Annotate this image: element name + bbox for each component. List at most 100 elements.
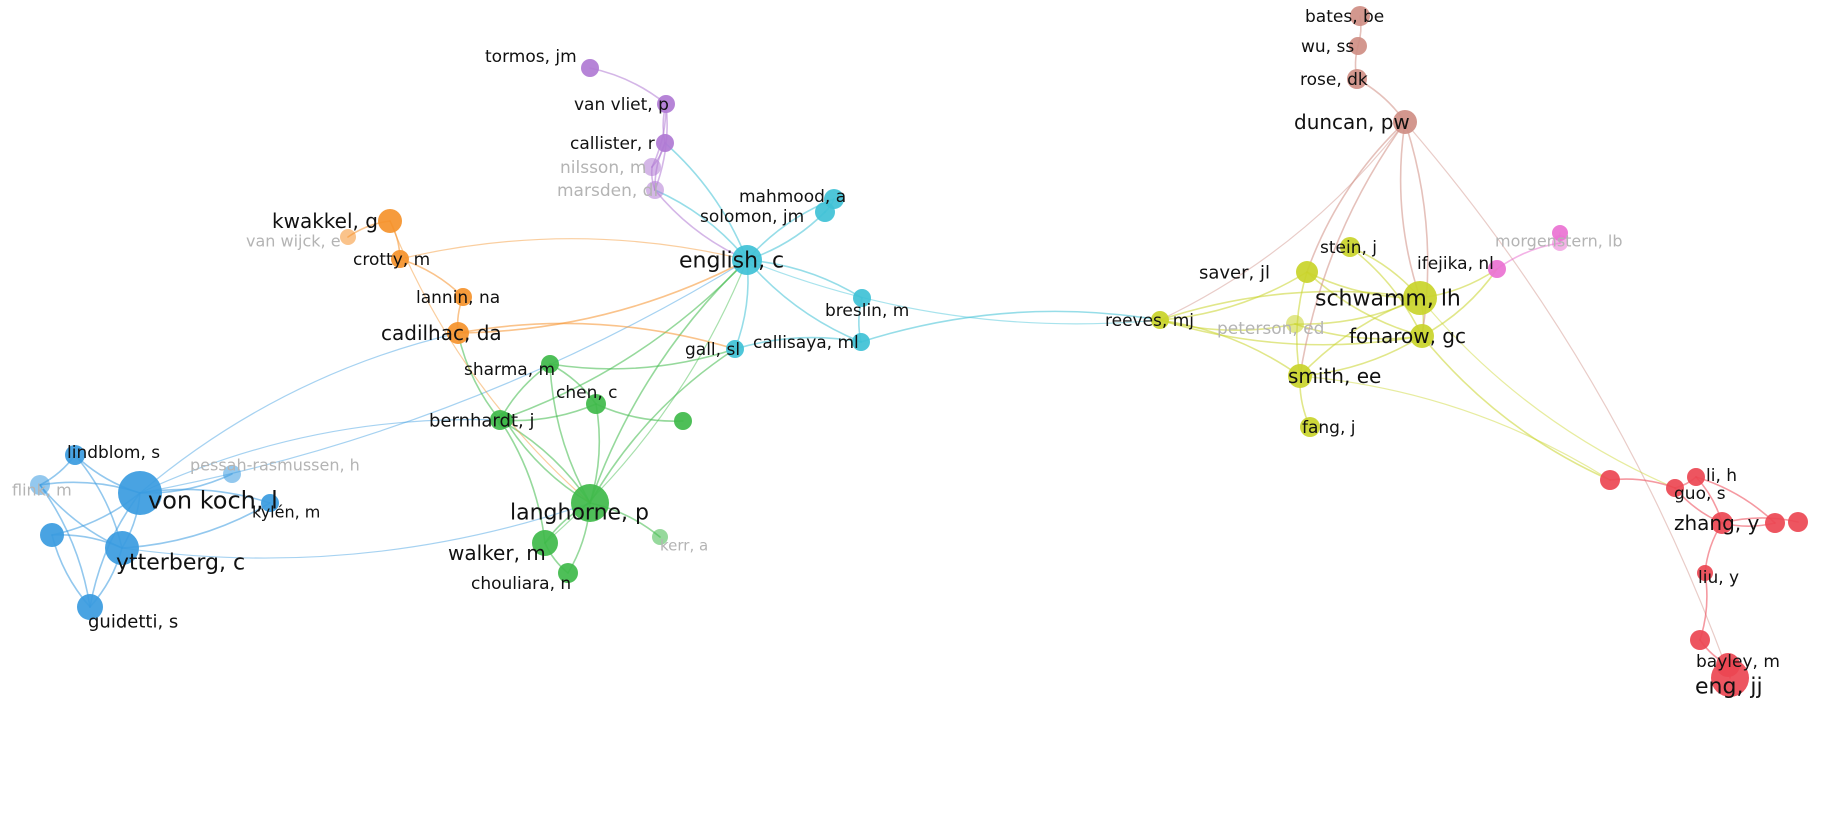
node-label-smith: smith, ee <box>1288 364 1381 388</box>
node-label-vanwijck: van wijck, e <box>246 232 341 251</box>
node-label-cadilhac: cadilhac, da <box>381 321 502 345</box>
edge-gall-callisaya <box>734 336 862 350</box>
node-green_c[interactable] <box>674 412 692 430</box>
node-label-gall: gall, sl <box>685 340 740 360</box>
node-stein[interactable] <box>1340 237 1360 257</box>
node-duncan[interactable] <box>1393 110 1417 134</box>
node-zhang[interactable] <box>1711 512 1733 534</box>
node-labels: von koch, l ytterberg, c guidetti, s lindbl… <box>12 7 1780 700</box>
node-callister[interactable] <box>656 134 674 152</box>
node-fang[interactable] <box>1300 417 1320 437</box>
node-tormos[interactable] <box>581 59 599 77</box>
node-flink[interactable] <box>30 475 50 495</box>
node-label-langhorne: langhorne, p <box>510 501 649 526</box>
node-gall[interactable] <box>726 340 744 358</box>
node-guidetti[interactable] <box>77 594 103 620</box>
node-reeves[interactable] <box>1151 311 1169 329</box>
node-label-bayley: bayley, m <box>1696 652 1780 672</box>
node-chen[interactable] <box>586 394 606 414</box>
node-liuy[interactable] <box>1697 565 1713 581</box>
node-label-kwakkel: kwakkel, g <box>272 209 378 233</box>
node-marsden[interactable] <box>646 181 664 199</box>
node-label-ifejika: ifejika, nl <box>1417 254 1494 274</box>
node-red_d[interactable] <box>1690 630 1710 650</box>
edge-reeves-schwamm <box>1159 290 1421 321</box>
node-schwamm[interactable] <box>1403 281 1437 315</box>
node-langhorne[interactable] <box>571 484 609 522</box>
node-blue_b[interactable] <box>40 523 64 547</box>
node-wu[interactable] <box>1349 37 1367 55</box>
edge-cadilhac-gall <box>457 322 736 350</box>
node-label-saver: saver, jl <box>1199 262 1270 283</box>
node-label-morgenstern: morgenstern, lb <box>1495 232 1622 251</box>
node-label-lannin: lannin, na <box>416 288 500 308</box>
node-fonarow[interactable] <box>1410 324 1434 348</box>
node-red_b[interactable] <box>1765 513 1785 533</box>
node-green_b[interactable] <box>497 412 513 428</box>
node-label-fang: fang, j <box>1302 418 1356 438</box>
node-ytterberg[interactable] <box>105 531 139 565</box>
node-kylen[interactable] <box>261 494 279 512</box>
node-chouliara[interactable] <box>558 563 578 583</box>
node-kerr[interactable] <box>652 529 668 545</box>
edge-callisaya-reeves <box>860 310 1161 343</box>
edge-guidetti-flink <box>39 484 91 608</box>
node-vanvliet[interactable] <box>657 95 675 113</box>
edge-fonarow-smith <box>1299 335 1423 377</box>
node-cadilhac[interactable] <box>447 322 469 344</box>
node-pessah[interactable] <box>223 465 241 483</box>
node-saver[interactable] <box>1296 261 1318 283</box>
node-lih[interactable] <box>1687 468 1705 486</box>
edge-cadilhac-english <box>457 259 748 334</box>
node-sharma[interactable] <box>541 355 559 373</box>
node-label-chen: chen, c <box>556 383 618 403</box>
node-red_c[interactable] <box>1788 512 1808 532</box>
node-vanwijck[interactable] <box>340 229 356 245</box>
edge-english-callister <box>664 142 748 261</box>
node-crotty[interactable] <box>391 250 409 268</box>
edge-ytterberg-langhorne <box>121 502 591 559</box>
nodes <box>30 6 1808 697</box>
node-bates[interactable] <box>1350 6 1370 26</box>
node-label-wu: wu, ss <box>1301 37 1354 57</box>
node-solomon[interactable] <box>815 202 835 222</box>
node-nilsson[interactable] <box>643 158 661 176</box>
edge-reeves-smith <box>1159 319 1301 377</box>
edge-duncan-smith <box>1299 121 1406 377</box>
edges <box>39 15 1799 679</box>
node-label-guidetti: guidetti, s <box>88 611 178 632</box>
node-english[interactable] <box>732 245 762 275</box>
node-smith[interactable] <box>1288 364 1312 388</box>
edge-duncan-schwamm <box>1399 121 1421 299</box>
node-callisaya[interactable] <box>852 333 870 351</box>
node-rose[interactable] <box>1347 69 1367 89</box>
edge-fonarow-red_a <box>1421 335 1611 481</box>
edge-chen-green_c <box>595 403 684 422</box>
node-label-guo: guo, s <box>1674 484 1726 504</box>
node-kwakkel[interactable] <box>378 209 402 233</box>
node-lindblom[interactable] <box>65 445 85 465</box>
node-label-bernhardt: bernhardt, j <box>429 410 534 431</box>
node-red_a[interactable] <box>1600 470 1620 490</box>
node-label-zhang: zhang, y <box>1674 511 1760 535</box>
node-guo[interactable] <box>1666 479 1684 497</box>
node-walker[interactable] <box>532 530 558 556</box>
node-pink_b[interactable] <box>1552 225 1568 241</box>
node-label-callister: callister, r <box>570 134 655 154</box>
node-vonkoch[interactable] <box>118 471 162 515</box>
node-lannin[interactable] <box>454 288 472 306</box>
node-label-ytterberg: ytterberg, c <box>116 551 245 576</box>
node-label-duncan: duncan, pw <box>1294 110 1410 134</box>
edge-reeves-saver <box>1159 271 1308 321</box>
node-ifejika[interactable] <box>1488 260 1506 278</box>
node-label-eng: eng, jj <box>1695 675 1763 700</box>
node-label-solomon: solomon, jm <box>700 207 804 227</box>
node-breslin[interactable] <box>853 289 871 307</box>
node-label-peterson: peterson, ed <box>1217 319 1324 339</box>
node-peterson[interactable] <box>1286 315 1304 333</box>
node-eng[interactable] <box>1711 659 1749 697</box>
edge-langhorne-english <box>589 259 748 504</box>
node-label-walker: walker, m <box>448 541 546 565</box>
edge-stein-fonarow <box>1349 246 1423 337</box>
